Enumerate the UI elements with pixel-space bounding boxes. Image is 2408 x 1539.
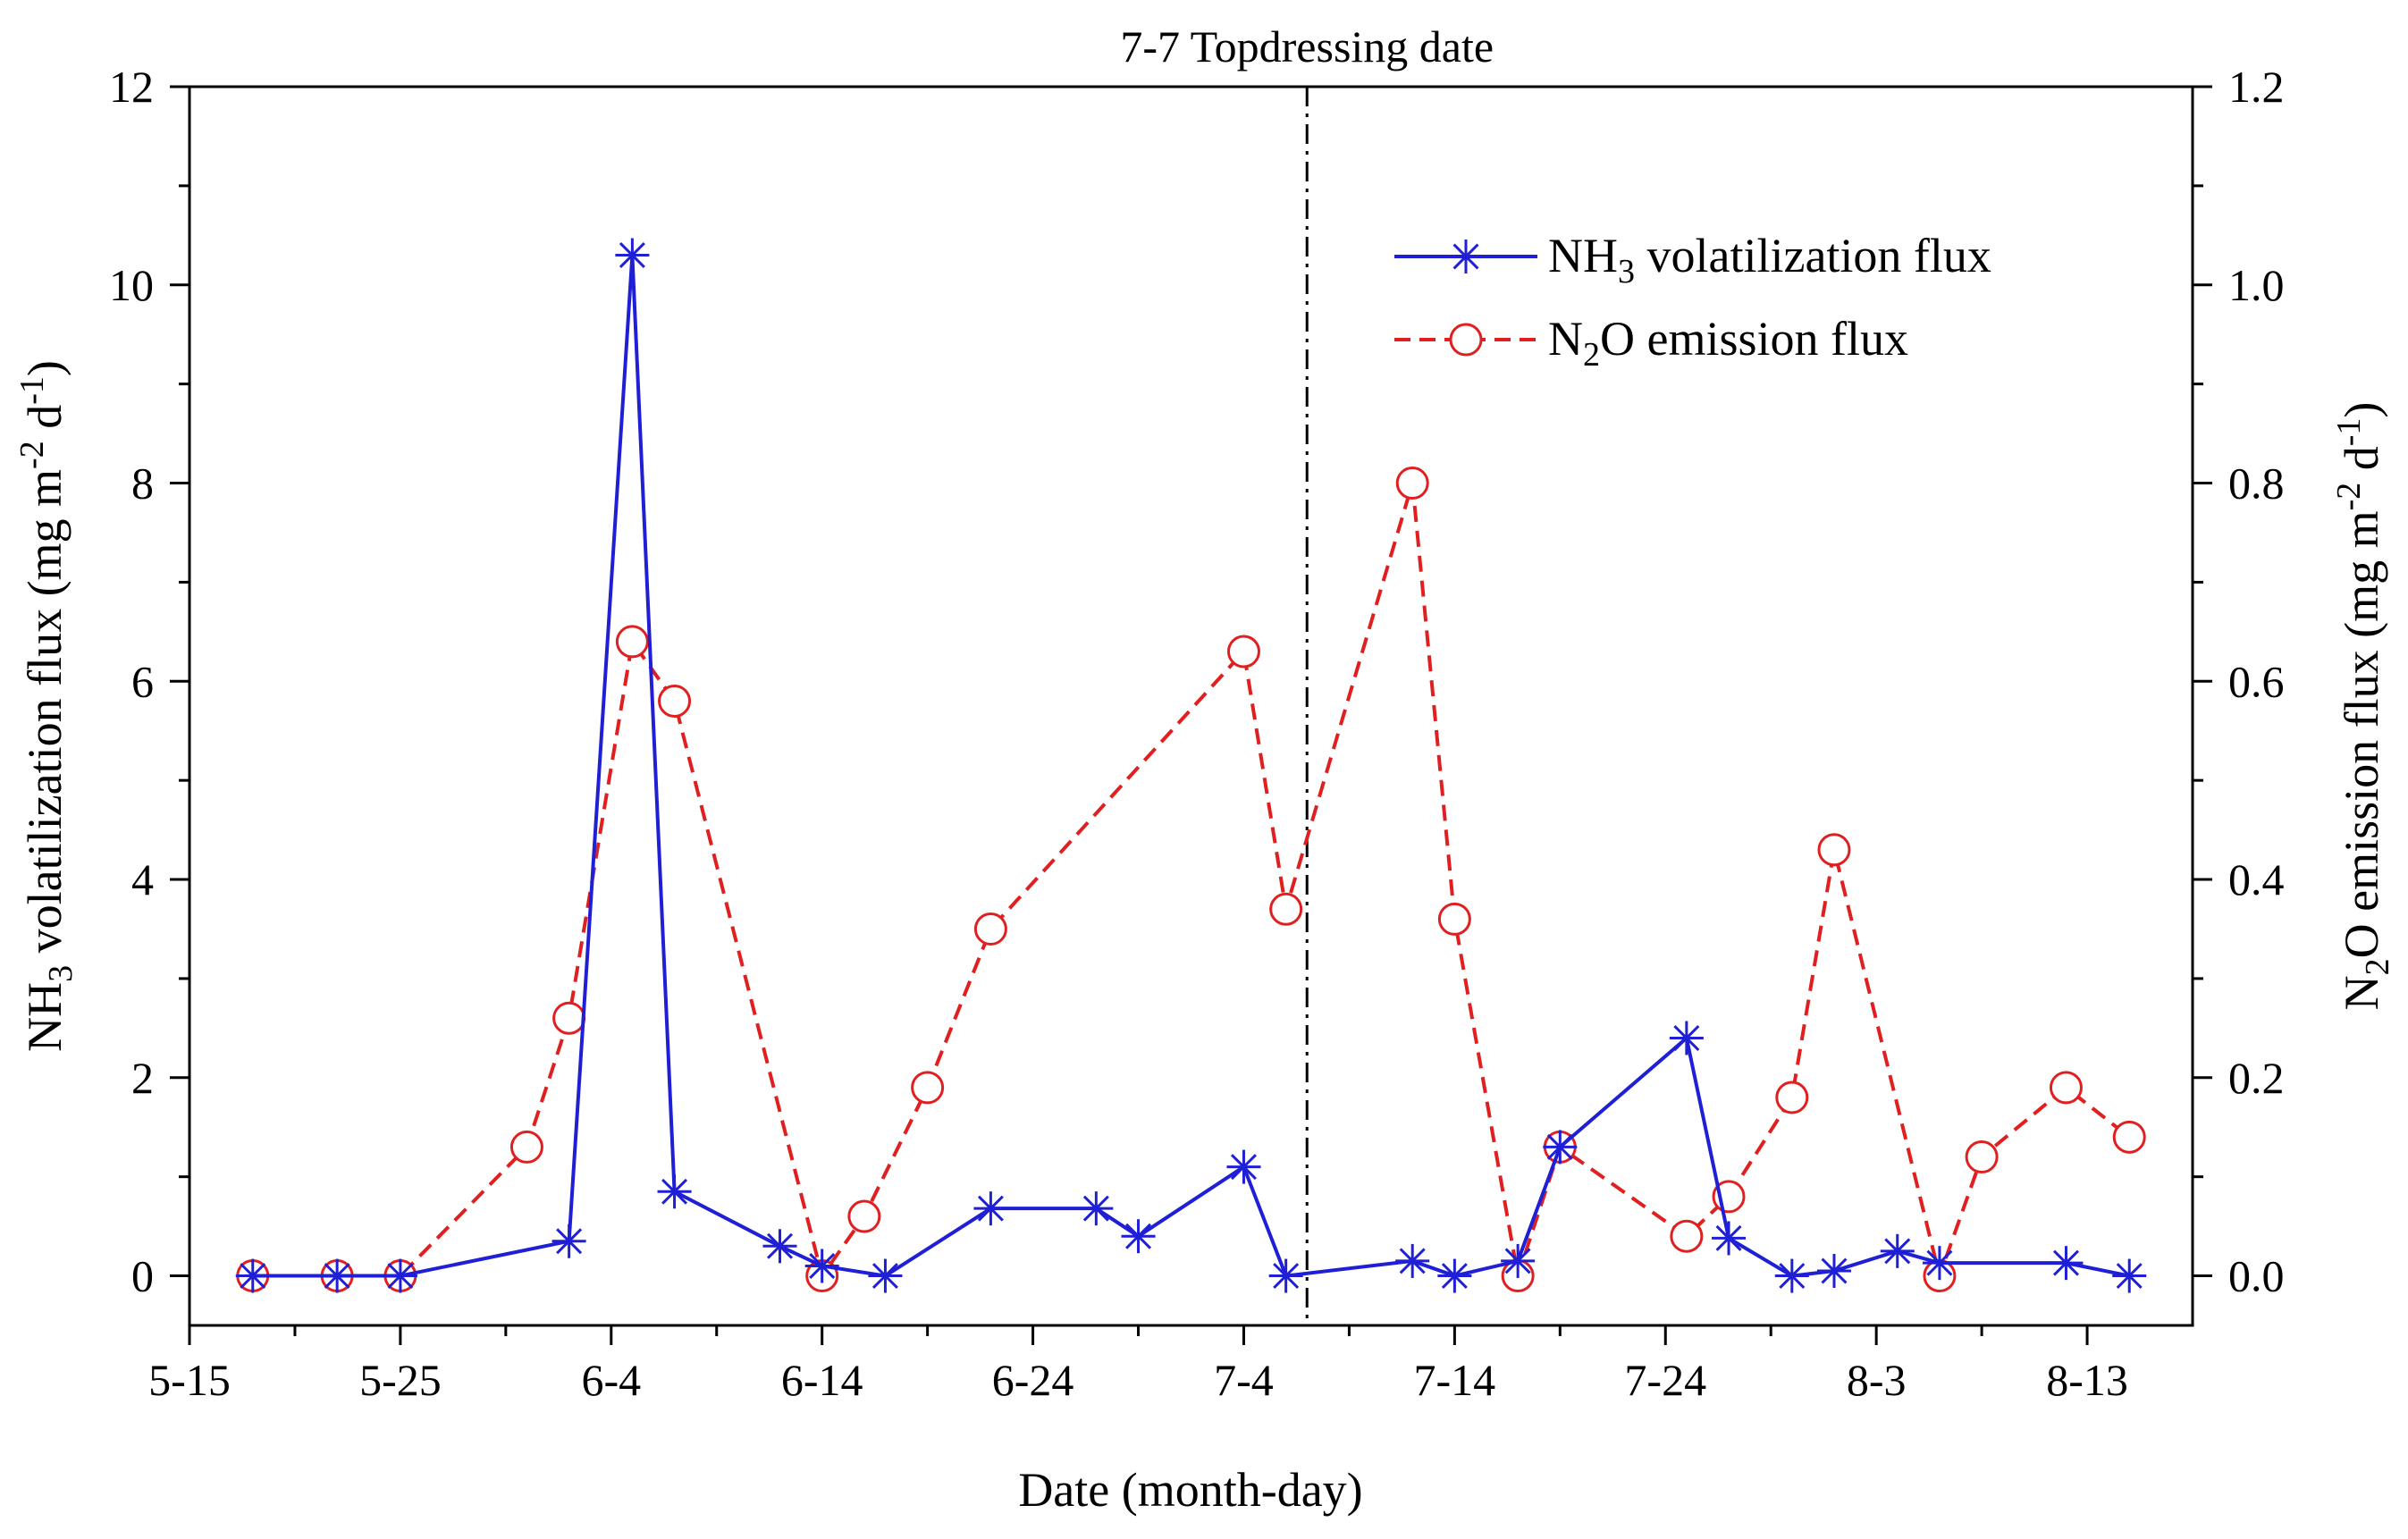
y-axis-right: 0.0 0.2 0.4 0.6 0.8 1.0 1.2 bbox=[2193, 62, 2285, 1301]
data-point-nh3 bbox=[762, 1229, 797, 1264]
y-left-tick-label: 10 bbox=[109, 260, 154, 310]
y-left-tick-label: 2 bbox=[131, 1053, 154, 1103]
y-left-tick-label: 4 bbox=[131, 854, 154, 904]
data-point-n2o bbox=[658, 684, 692, 718]
data-point-nh3 bbox=[657, 1174, 692, 1209]
data-point-nh3 bbox=[2049, 1246, 2084, 1281]
data-point-n2o bbox=[615, 625, 649, 659]
series-layer bbox=[235, 238, 2147, 1293]
data-point-n2o bbox=[1670, 1219, 1704, 1253]
data-point-n2o bbox=[1395, 467, 1429, 500]
y-left-tick-label: 6 bbox=[131, 656, 154, 706]
data-point-nh3 bbox=[1922, 1246, 1957, 1281]
data-point-nh3 bbox=[1880, 1233, 1915, 1268]
data-point-nh3 bbox=[1395, 1243, 1430, 1278]
data-point-n2o bbox=[509, 1130, 543, 1164]
data-point-n2o bbox=[1226, 635, 1260, 669]
data-point-n2o bbox=[1775, 1081, 1809, 1114]
data-point-nh3 bbox=[1712, 1221, 1747, 1256]
data-point-nh3 bbox=[551, 1224, 586, 1258]
x-tick-label: 8-13 bbox=[2046, 1355, 2128, 1405]
data-point-nh3 bbox=[1543, 1130, 1578, 1165]
y-right-tick-label: 0.0 bbox=[2228, 1251, 2285, 1301]
plot-frame bbox=[188, 85, 2194, 1327]
data-point-nh3 bbox=[1121, 1219, 1156, 1254]
y-left-tick-label: 0 bbox=[131, 1251, 154, 1301]
data-point-n2o bbox=[847, 1199, 881, 1233]
data-point-n2o bbox=[1269, 892, 1303, 926]
y-axis-left-title: NH3 volatilization flux (mg m-2 d-1) bbox=[13, 360, 80, 1052]
data-point-n2o bbox=[1437, 902, 1471, 936]
data-point-nh3 bbox=[804, 1249, 839, 1283]
y-right-tick-label: 1.0 bbox=[2228, 260, 2285, 310]
y-right-tick-label: 0.6 bbox=[2228, 656, 2285, 706]
y-left-tick-label: 8 bbox=[131, 458, 154, 509]
x-tick-label: 7-4 bbox=[1214, 1355, 1274, 1405]
y-right-tick-label: 0.2 bbox=[2228, 1053, 2285, 1103]
x-axis-title: Date (month-day) bbox=[1018, 1463, 1362, 1517]
data-point-n2o bbox=[973, 912, 1007, 946]
x-tick-label: 6-24 bbox=[992, 1355, 1074, 1405]
legend-asterisk bbox=[1449, 240, 1483, 273]
data-point-nh3 bbox=[320, 1258, 355, 1293]
legend-marker-n2o bbox=[1449, 323, 1483, 357]
data-point-nh3 bbox=[868, 1258, 903, 1293]
data-point-n2o bbox=[2112, 1120, 2146, 1154]
x-tick-label: 7-14 bbox=[1414, 1355, 1496, 1405]
data-point-n2o bbox=[552, 1001, 586, 1035]
legend-label-nh3: NH3 volatilization flux bbox=[1548, 229, 1991, 290]
data-point-nh3 bbox=[1669, 1021, 1704, 1055]
data-point-nh3 bbox=[973, 1191, 1008, 1226]
y-right-tick-label: 1.2 bbox=[2228, 62, 2285, 112]
x-tick-label: 6-14 bbox=[781, 1355, 863, 1405]
data-point-n2o bbox=[1817, 833, 1851, 867]
data-point-nh3 bbox=[1226, 1149, 1261, 1184]
data-point-nh3 bbox=[1268, 1258, 1303, 1293]
y-left-tick-label: 12 bbox=[109, 62, 154, 112]
x-tick-label: 6-4 bbox=[581, 1355, 641, 1405]
data-point-n2o bbox=[911, 1071, 945, 1105]
legend-marker-nh3 bbox=[1449, 240, 1483, 273]
legend-label-n2o: N2O emission flux bbox=[1548, 312, 1908, 374]
legend: NH3 volatilization flux N2O emission flu… bbox=[1394, 229, 1991, 374]
data-point-n2o bbox=[2049, 1071, 2083, 1105]
x-axis: 5-15 5-25 6-4 6-14 6-24 7-4 7-14 7-24 8-3 8-13 bbox=[148, 1325, 2128, 1405]
data-point-nh3 bbox=[1437, 1258, 1472, 1293]
data-point-nh3 bbox=[1774, 1258, 1809, 1293]
y-axis-right-title: N2O emission flux (mg m-2 d-1) bbox=[2330, 402, 2396, 1011]
data-point-nh3 bbox=[235, 1258, 270, 1293]
data-point-nh3 bbox=[2112, 1258, 2147, 1293]
topdressing-annotation: 7-7 Topdressing date bbox=[1120, 21, 1494, 71]
data-point-nh3 bbox=[1501, 1243, 1536, 1278]
y-axis-left: 0 2 4 6 8 10 12 bbox=[109, 62, 189, 1301]
data-point-nh3 bbox=[1816, 1254, 1851, 1289]
data-point-nh3 bbox=[1079, 1191, 1114, 1226]
x-tick-label: 7-24 bbox=[1624, 1355, 1706, 1405]
x-tick-label: 8-3 bbox=[1847, 1355, 1907, 1405]
data-point-nh3 bbox=[615, 238, 650, 273]
data-point-nh3 bbox=[383, 1258, 417, 1293]
x-tick-label: 5-15 bbox=[148, 1355, 231, 1405]
x-tick-label: 5-25 bbox=[359, 1355, 442, 1405]
y-right-tick-label: 0.8 bbox=[2228, 458, 2285, 509]
data-point-n2o bbox=[1965, 1140, 1999, 1174]
y-right-tick-label: 0.4 bbox=[2228, 854, 2285, 904]
